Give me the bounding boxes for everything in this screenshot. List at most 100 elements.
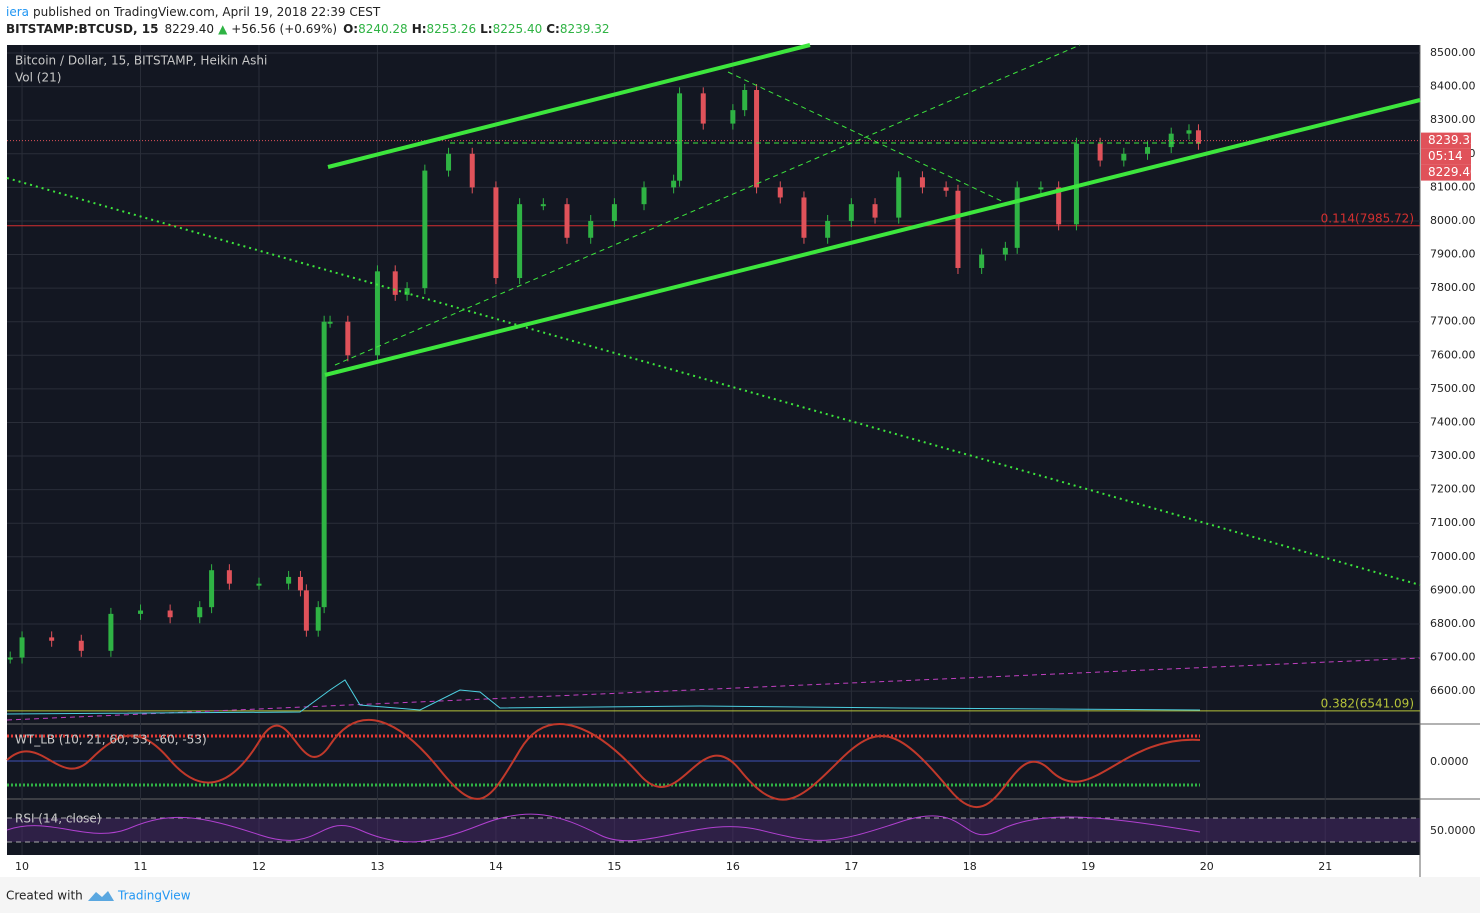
user[interactable]: iera xyxy=(6,5,29,19)
price-tag xyxy=(1421,148,1471,165)
x-tick-label: 10 xyxy=(15,860,29,873)
candle xyxy=(1038,187,1044,190)
candle xyxy=(1186,130,1192,134)
channel-bottom xyxy=(324,98,1421,377)
y-tick-label: 6800.00 xyxy=(1430,617,1476,630)
x-tick-label: 11 xyxy=(134,860,148,873)
candle xyxy=(1014,187,1020,248)
x-tick-label: 17 xyxy=(844,860,858,873)
y-tick-label: 8500.00 xyxy=(1430,46,1476,59)
candle xyxy=(540,204,546,207)
change: +56.56 (+0.69%) xyxy=(231,22,337,36)
candle xyxy=(167,610,173,618)
candle xyxy=(919,177,925,188)
footer-brand[interactable]: TradingView xyxy=(117,889,191,903)
trend-dotted xyxy=(6,177,1421,586)
candle xyxy=(226,570,232,584)
candle xyxy=(1097,143,1103,161)
indicator-label: WT_LB (10, 21, 60, 53, -60, -53) xyxy=(15,733,207,747)
y-tick-label: 6700.00 xyxy=(1430,651,1476,664)
arrow: ▲ xyxy=(218,22,228,36)
candle xyxy=(321,321,327,608)
candle xyxy=(493,187,499,279)
y-tick-label: 8000.00 xyxy=(1430,214,1476,227)
candle xyxy=(422,170,428,289)
candle xyxy=(588,220,594,238)
candle xyxy=(742,90,748,111)
y-tick-label: 7900.00 xyxy=(1430,248,1476,261)
price-tag-label: 05:14 xyxy=(1428,149,1463,163)
x-tick-label: 21 xyxy=(1318,860,1332,873)
y-tick-label: 8300.00 xyxy=(1430,113,1476,126)
close: 8239.32 xyxy=(560,22,610,36)
x-tick-label: 14 xyxy=(489,860,503,873)
x-tick-label: 15 xyxy=(607,860,621,873)
candle xyxy=(564,204,570,238)
indicator-label: RSI (14, close) xyxy=(15,812,101,826)
candle xyxy=(955,190,961,268)
candle xyxy=(19,637,25,658)
h-label: H: xyxy=(412,22,427,36)
price-tag xyxy=(1421,132,1471,149)
y-tick-label: 7000.00 xyxy=(1430,550,1476,563)
candle xyxy=(700,93,706,124)
last: 8229.40 xyxy=(164,22,214,36)
chart-title: Bitcoin / Dollar, 15, BITSTAMP, Heikin A… xyxy=(15,54,267,68)
c-label: C: xyxy=(546,22,560,36)
candle xyxy=(297,576,303,591)
level-label: 0.114(7985.72) xyxy=(1321,211,1414,225)
level-label: 0.382(6541.09) xyxy=(1321,696,1414,710)
candle xyxy=(730,110,736,124)
y-tick-label: 7500.00 xyxy=(1430,382,1476,395)
candle xyxy=(1002,247,1008,255)
trend-dashed xyxy=(334,44,1081,366)
low: 8225.40 xyxy=(493,22,543,36)
plot-area xyxy=(7,45,1420,855)
candle xyxy=(209,570,215,608)
open: 8240.28 xyxy=(358,22,408,36)
candle xyxy=(872,204,878,218)
candle xyxy=(256,583,262,586)
symbol: BITSTAMP:BTCUSD, 15 xyxy=(6,22,158,36)
footer xyxy=(0,877,1480,913)
quote-line: BITSTAMP:BTCUSD, 15 8229.40 ▲ +56.56 (+0.69… xyxy=(6,22,609,36)
l-label: L: xyxy=(480,22,492,36)
footer-text: Created with xyxy=(6,889,83,903)
header-line: iera published on TradingView.com, April … xyxy=(6,5,381,19)
x-tick-label: 13 xyxy=(370,860,384,873)
published: published on TradingView.com, April 19, … xyxy=(33,5,381,19)
rsi-line xyxy=(6,813,1201,843)
candle xyxy=(825,220,831,238)
o-label: O: xyxy=(343,22,358,36)
candle xyxy=(286,576,292,584)
y-tick-label: 6600.00 xyxy=(1430,684,1476,697)
candle xyxy=(943,187,949,191)
x-tick-label: 12 xyxy=(252,860,266,873)
candle xyxy=(777,187,783,198)
candle xyxy=(392,271,398,295)
candle xyxy=(1056,187,1062,225)
candle xyxy=(108,613,114,651)
candle xyxy=(896,177,902,218)
candle xyxy=(303,590,309,631)
candle xyxy=(469,153,475,188)
candle xyxy=(517,204,523,279)
candle xyxy=(315,607,321,631)
y-tick-label: 7300.00 xyxy=(1430,449,1476,462)
candle xyxy=(1195,130,1201,144)
candle xyxy=(1073,143,1079,225)
candle xyxy=(78,640,84,651)
price-tag-label: 8239.32 xyxy=(1428,133,1478,147)
candle xyxy=(374,271,380,356)
candle xyxy=(641,187,647,205)
candle xyxy=(979,254,985,268)
time-axis xyxy=(7,855,1420,877)
candle xyxy=(677,93,683,181)
x-tick-label: 18 xyxy=(963,860,977,873)
indicator-axis-label: 50.0000 xyxy=(1430,824,1476,837)
candle xyxy=(754,90,760,188)
logo xyxy=(88,891,114,901)
y-tick-label: 7700.00 xyxy=(1430,315,1476,328)
price-tag-label: 8229.40 xyxy=(1428,165,1478,179)
candle xyxy=(327,321,333,324)
